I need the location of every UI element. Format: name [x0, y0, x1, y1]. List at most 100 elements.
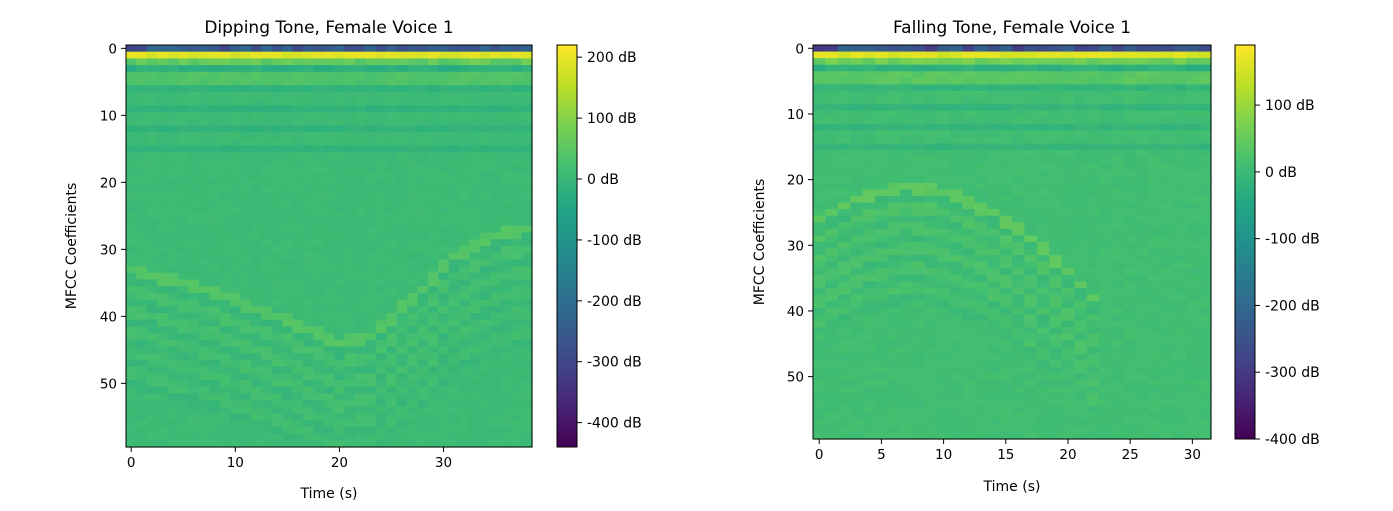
heatmap-cell — [1074, 143, 1088, 151]
heatmap-cell — [1049, 169, 1063, 177]
heatmap-cell — [1186, 51, 1200, 59]
heatmap-cell — [261, 246, 273, 254]
heatmap-cell — [875, 340, 889, 348]
heatmap-cell — [1198, 360, 1212, 368]
heatmap-cell — [417, 225, 429, 234]
heatmap-cell — [198, 346, 210, 354]
heatmap-cell — [1198, 51, 1212, 59]
heatmap-cell — [875, 248, 889, 256]
heatmap-cell — [1074, 393, 1088, 401]
heatmap-cell — [1036, 255, 1050, 263]
heatmap-cell — [302, 65, 314, 73]
heatmap-cell — [1036, 77, 1050, 85]
heatmap-cell — [250, 192, 262, 200]
heatmap-cell — [469, 179, 481, 187]
heatmap-cell — [1036, 340, 1050, 348]
heatmap-cell — [302, 440, 314, 448]
heatmap-cell — [136, 279, 148, 287]
heatmap-cell — [813, 353, 827, 361]
heatmap-cell — [875, 150, 889, 158]
heatmap-cell — [126, 192, 138, 200]
heatmap-cell — [1036, 136, 1050, 145]
heatmap-cell — [962, 97, 976, 105]
heatmap-cell — [887, 196, 901, 204]
heatmap-cell — [126, 346, 138, 354]
heatmap-cell — [974, 379, 988, 388]
heatmap-cell — [407, 45, 419, 53]
heatmap-cell — [209, 286, 221, 294]
heatmap-cell — [230, 252, 242, 260]
heatmap-cell — [862, 71, 876, 79]
heatmap-cell — [511, 259, 523, 267]
heatmap-cell — [167, 125, 179, 133]
heatmap-cell — [1161, 202, 1175, 210]
heatmap-cell — [469, 366, 481, 374]
heatmap-cell — [261, 333, 273, 341]
heatmap-cell — [417, 78, 429, 86]
heatmap-cell — [209, 51, 221, 59]
heatmap-cell — [167, 91, 179, 100]
heatmap-cell — [282, 373, 294, 381]
heatmap-cell — [292, 199, 304, 207]
heatmap-cell — [912, 215, 926, 223]
heatmap-cell — [427, 386, 439, 394]
heatmap-cell — [999, 84, 1013, 92]
heatmap-cell — [1123, 156, 1137, 164]
heatmap-cell — [850, 419, 864, 427]
heatmap-cell — [912, 156, 926, 164]
heatmap-cell — [1024, 222, 1038, 230]
heatmap-cell — [1061, 130, 1075, 138]
heatmap-cell — [850, 248, 864, 256]
heatmap-cell — [825, 163, 839, 171]
heatmap-cell — [188, 413, 200, 421]
heatmap-cell — [396, 252, 408, 260]
heatmap-cell — [987, 215, 1001, 223]
heatmap-cell — [937, 71, 951, 79]
heatmap-cell — [365, 239, 377, 247]
heatmap-cell — [1086, 242, 1100, 250]
heatmap-cell — [1036, 130, 1050, 138]
heatmap-cell — [1036, 45, 1050, 53]
heatmap-cell — [924, 110, 938, 118]
heatmap-cell — [219, 91, 231, 100]
heatmap-cell — [438, 366, 450, 374]
heatmap-cell — [875, 196, 889, 204]
heatmap-cell — [962, 412, 976, 420]
heatmap-cell — [219, 313, 231, 321]
heatmap-cell — [375, 406, 387, 415]
heatmap-cell — [912, 222, 926, 230]
heatmap-cell — [1173, 353, 1187, 361]
heatmap-cell — [427, 326, 439, 334]
heatmap-cell — [427, 252, 439, 260]
heatmap-cell — [448, 105, 460, 113]
heatmap-cell — [987, 287, 1001, 296]
heatmap-cell — [962, 64, 976, 72]
heatmap-cell — [375, 380, 387, 388]
heatmap-cell — [365, 306, 377, 314]
heatmap-cell — [448, 279, 460, 287]
heatmap-cell — [1099, 182, 1113, 191]
heatmap-cell — [962, 347, 976, 355]
heatmap-cell — [407, 112, 419, 120]
heatmap-cell — [1049, 340, 1063, 348]
heatmap-cell — [1186, 71, 1200, 79]
heatmap-cell — [949, 104, 963, 112]
heatmap-cell — [511, 339, 523, 348]
heatmap-cell — [837, 235, 851, 243]
heatmap-cell — [427, 299, 439, 307]
heatmap-cell — [375, 373, 387, 381]
y-tick-label: 40 — [100, 309, 117, 325]
heatmap-cell — [999, 307, 1013, 315]
heatmap-cell — [219, 232, 231, 240]
heatmap-cell — [375, 179, 387, 187]
y-tick-label: 50 — [100, 376, 117, 392]
heatmap-cell — [438, 246, 450, 254]
heatmap-cell — [1173, 215, 1187, 223]
chart-title-dipping: Dipping Tone, Female Voice 1 — [204, 18, 453, 38]
x-axis-falling: 0 5 10 15 20 25 30 — [815, 439, 1201, 463]
heatmap-cell — [126, 145, 138, 153]
heatmap-cell — [825, 412, 839, 420]
heatmap-cell — [837, 104, 851, 112]
heatmap-cell — [1198, 379, 1212, 388]
heatmap-cell — [355, 165, 367, 173]
